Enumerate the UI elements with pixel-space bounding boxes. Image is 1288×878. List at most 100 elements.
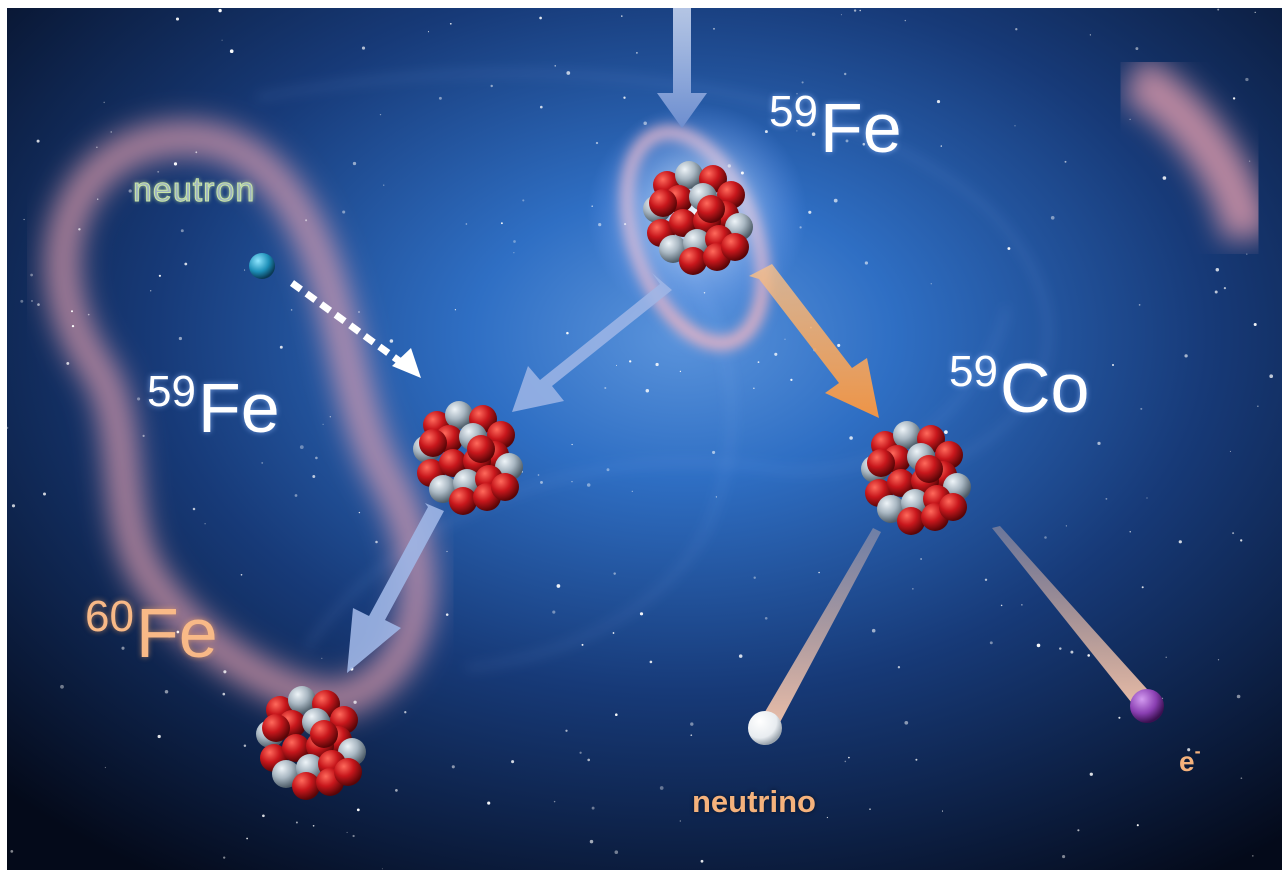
electron-charge: - [1194, 741, 1201, 761]
fe59-top-mass: 59 [769, 87, 818, 136]
star [204, 523, 206, 525]
star [539, 16, 542, 20]
star [727, 164, 731, 168]
star [321, 657, 323, 660]
star [229, 49, 234, 54]
star [904, 19, 906, 22]
star [1007, 247, 1011, 250]
star [801, 81, 804, 84]
star [295, 821, 298, 824]
star [261, 461, 264, 464]
star [589, 839, 594, 844]
star [451, 765, 455, 769]
star [811, 132, 816, 136]
star [1015, 28, 1018, 31]
star [941, 810, 944, 812]
star [774, 352, 778, 356]
electron-trail [992, 526, 1155, 712]
star [1217, 659, 1220, 661]
star [7, 426, 9, 430]
proton-sphere [669, 209, 697, 237]
star [621, 15, 623, 17]
star [1240, 777, 1243, 780]
star [223, 670, 227, 674]
neutron-sphere [893, 421, 921, 449]
star [513, 252, 515, 254]
proton-sphere [467, 435, 495, 463]
star [356, 808, 360, 812]
fe60-element: Fe [135, 594, 218, 672]
star [71, 310, 73, 313]
star [862, 142, 866, 146]
star [615, 713, 618, 716]
star [833, 198, 838, 203]
fe60-label: 60Fe [85, 595, 218, 669]
star [290, 309, 293, 311]
star [579, 751, 582, 754]
nucleus-fe59-top [643, 161, 753, 275]
star [1223, 286, 1227, 290]
star [404, 711, 407, 714]
star [1021, 604, 1023, 606]
star [240, 573, 243, 576]
star [427, 31, 430, 33]
star [764, 130, 768, 134]
nucleus-co59 [861, 421, 971, 535]
star [1251, 855, 1254, 857]
star [1089, 34, 1091, 36]
proton-sphere [867, 449, 895, 477]
proton-sphere [897, 507, 925, 535]
star [180, 229, 184, 233]
star [329, 416, 331, 418]
star [581, 643, 584, 646]
star [897, 666, 901, 669]
star [623, 96, 626, 99]
star [631, 490, 633, 493]
proton-sphere [419, 429, 447, 457]
star [613, 572, 616, 575]
star [565, 729, 568, 732]
star [845, 139, 849, 143]
star [643, 121, 647, 126]
proton-sphere [721, 233, 749, 261]
nucleus-fe59-middle [413, 401, 523, 515]
star [989, 641, 993, 645]
star [142, 434, 145, 437]
star [78, 228, 81, 231]
star [36, 139, 40, 143]
star [1184, 354, 1188, 358]
star [1129, 118, 1131, 121]
star [859, 9, 861, 12]
star [381, 868, 383, 870]
star [346, 831, 348, 833]
nucleus-fe60 [256, 686, 366, 800]
star [537, 474, 540, 476]
star [218, 8, 222, 13]
star [513, 240, 516, 243]
star [446, 550, 448, 553]
star [1254, 11, 1256, 14]
proton-sphere [491, 473, 519, 501]
star [700, 859, 704, 863]
star [1136, 824, 1139, 827]
star [753, 576, 756, 579]
star [844, 760, 847, 763]
proton-sphere [449, 487, 477, 515]
electron-symbol: e [1179, 746, 1195, 777]
star [1217, 8, 1220, 11]
star [11, 504, 16, 508]
star [659, 786, 664, 790]
star [322, 423, 324, 425]
star [849, 436, 853, 440]
star [1118, 716, 1121, 719]
star [179, 199, 182, 203]
star [449, 22, 452, 25]
star [511, 760, 515, 764]
star [1014, 125, 1016, 127]
star [920, 558, 922, 560]
star [315, 456, 318, 460]
star [1245, 77, 1249, 82]
star [712, 450, 716, 454]
star [984, 578, 988, 581]
proton-sphere [262, 714, 290, 742]
